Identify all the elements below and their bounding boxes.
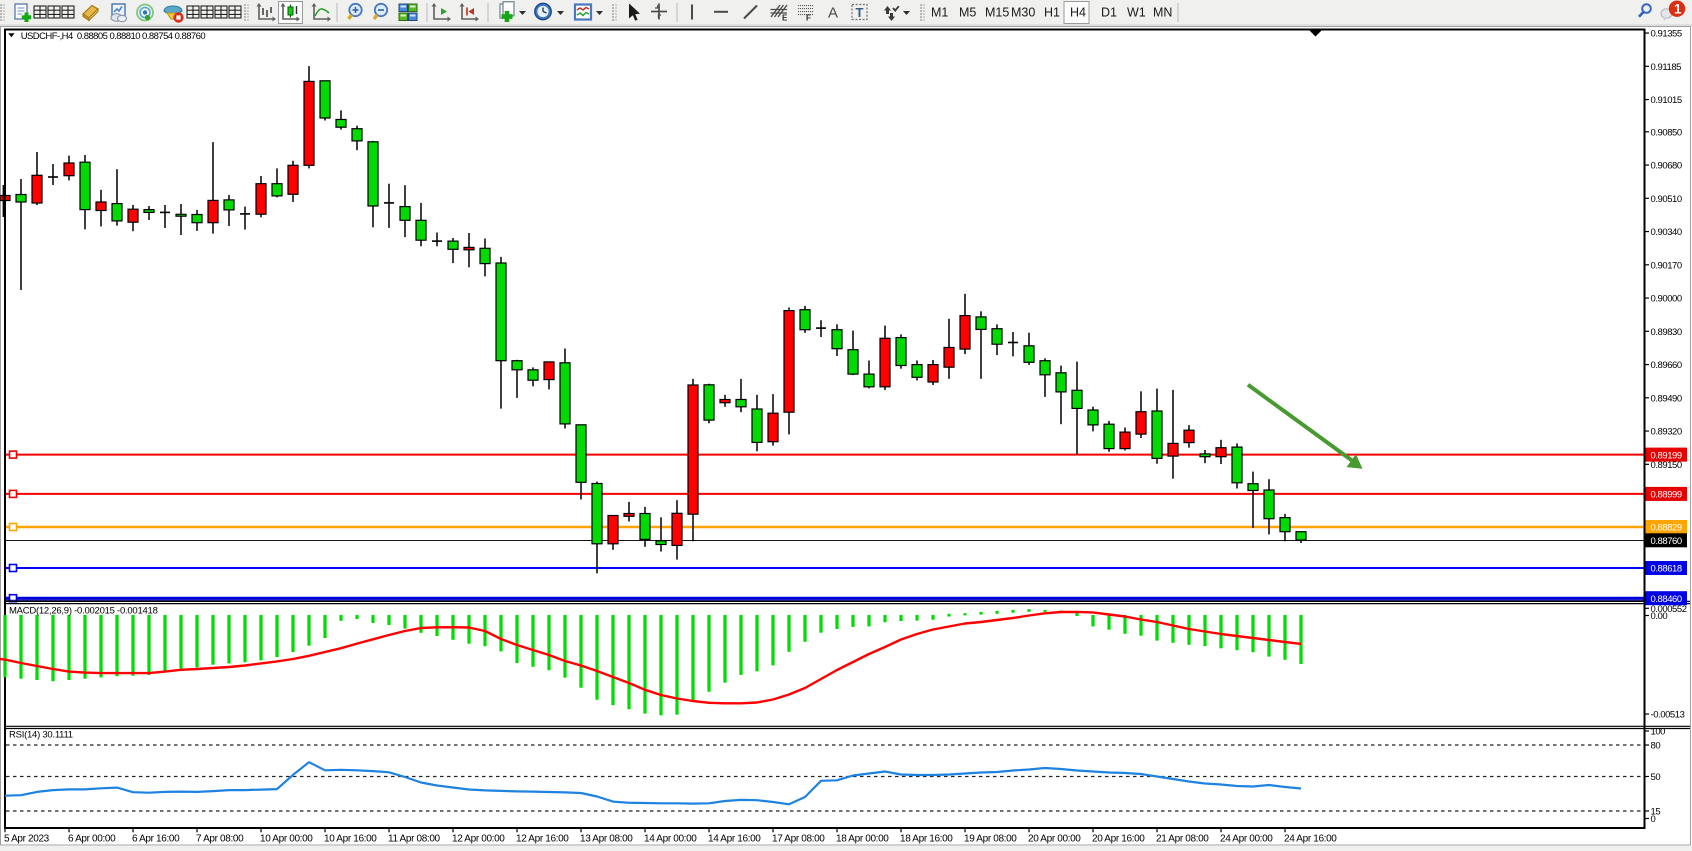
svg-text:M30: M30 [1011, 6, 1035, 20]
svg-text:F: F [806, 14, 811, 23]
svg-text:E: E [782, 14, 788, 23]
svg-text:50: 50 [1651, 772, 1661, 783]
svg-text:0.88760: 0.88760 [1651, 536, 1682, 547]
svg-text:13 Apr 08:00: 13 Apr 08:00 [580, 834, 633, 845]
svg-text:0.89660: 0.89660 [1651, 360, 1682, 371]
svg-text:0: 0 [1651, 814, 1656, 825]
svg-text:-0.00513: -0.00513 [1651, 710, 1685, 721]
svg-text:10 Apr 00:00: 10 Apr 00:00 [260, 834, 313, 845]
svg-text:0.91185: 0.91185 [1651, 62, 1682, 73]
svg-text:0.90340: 0.90340 [1651, 227, 1682, 238]
svg-text:24 Apr 00:00: 24 Apr 00:00 [1220, 834, 1273, 845]
svg-text:0.88999: 0.88999 [1651, 490, 1682, 501]
svg-text:0.88618: 0.88618 [1651, 564, 1682, 575]
svg-text:0.90680: 0.90680 [1651, 161, 1682, 172]
svg-text:H1: H1 [1044, 6, 1060, 20]
svg-text:7 Apr 08:00: 7 Apr 08:00 [196, 834, 244, 845]
svg-text:T: T [856, 5, 864, 20]
svg-text:0.89320: 0.89320 [1651, 427, 1682, 438]
svg-text:5 Apr 2023: 5 Apr 2023 [4, 834, 50, 845]
svg-text:18 Apr 16:00: 18 Apr 16:00 [900, 834, 953, 845]
svg-text:0.00: 0.00 [1651, 611, 1668, 622]
svg-text:12 Apr 16:00: 12 Apr 16:00 [516, 834, 569, 845]
svg-text:0.88460: 0.88460 [1651, 594, 1682, 605]
svg-text:0.91355: 0.91355 [1651, 29, 1682, 40]
svg-text:20 Apr 00:00: 20 Apr 00:00 [1028, 834, 1081, 845]
svg-text:1: 1 [1674, 2, 1682, 17]
svg-text:12 Apr 00:00: 12 Apr 00:00 [452, 834, 505, 845]
svg-text:11 Apr 08:00: 11 Apr 08:00 [388, 834, 441, 845]
svg-text:RSI(14) 30.1111: RSI(14) 30.1111 [9, 730, 73, 741]
svg-text:M5: M5 [959, 6, 976, 20]
svg-text:100: 100 [1651, 727, 1666, 738]
svg-text:10 Apr 16:00: 10 Apr 16:00 [324, 834, 377, 845]
svg-text:19 Apr 08:00: 19 Apr 08:00 [964, 834, 1017, 845]
svg-text:24 Apr 16:00: 24 Apr 16:00 [1284, 834, 1337, 845]
svg-text:0.89199: 0.89199 [1651, 450, 1682, 461]
svg-text:USDCHF-,H4 0.88805 0.88810 0.: USDCHF-,H4 0.88805 0.88810 0.88754 0.887… [21, 31, 206, 42]
svg-text:6 Apr 16:00: 6 Apr 16:00 [132, 834, 180, 845]
svg-text:0.90170: 0.90170 [1651, 260, 1682, 271]
svg-text:15: 15 [1651, 807, 1661, 818]
svg-text:M1: M1 [931, 6, 948, 20]
svg-text:0.89830: 0.89830 [1651, 327, 1682, 338]
svg-text:H4: H4 [1070, 6, 1086, 20]
svg-text:20 Apr 16:00: 20 Apr 16:00 [1092, 834, 1145, 845]
svg-text:17 Apr 08:00: 17 Apr 08:00 [772, 834, 825, 845]
svg-text:18 Apr 00:00: 18 Apr 00:00 [836, 834, 889, 845]
svg-text:A: A [828, 5, 838, 22]
svg-text:0.90510: 0.90510 [1651, 194, 1682, 205]
svg-text:M15: M15 [985, 6, 1009, 20]
svg-text:0.90000: 0.90000 [1651, 294, 1682, 305]
svg-text:14 Apr 00:00: 14 Apr 00:00 [644, 834, 697, 845]
svg-text:0.89150: 0.89150 [1651, 460, 1682, 471]
svg-text:MACD(12,26,9) -0.002015 -0.001: MACD(12,26,9) -0.002015 -0.001418 [9, 606, 158, 617]
svg-text:0.91015: 0.91015 [1651, 95, 1682, 106]
svg-text:D1: D1 [1101, 6, 1117, 20]
svg-text:0.89490: 0.89490 [1651, 393, 1682, 404]
svg-text:80: 80 [1651, 741, 1661, 752]
svg-text:14 Apr 16:00: 14 Apr 16:00 [708, 834, 761, 845]
svg-text:21 Apr 08:00: 21 Apr 08:00 [1156, 834, 1209, 845]
svg-text:W1: W1 [1127, 6, 1146, 20]
svg-text:MN: MN [1153, 6, 1172, 20]
svg-text:0.88829: 0.88829 [1651, 523, 1682, 534]
svg-text:0.000552: 0.000552 [1651, 604, 1687, 615]
svg-text:6 Apr 00:00: 6 Apr 00:00 [68, 834, 116, 845]
svg-text:0.90850: 0.90850 [1651, 127, 1682, 138]
